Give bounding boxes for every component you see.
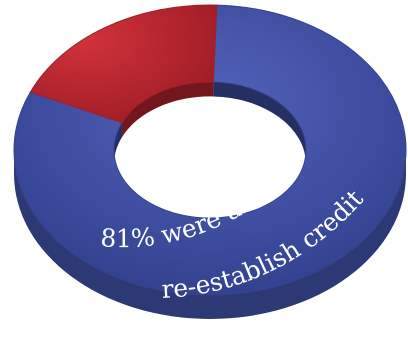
slice-0 — [13, 4, 407, 296]
slice-1 — [29, 4, 218, 124]
slice-side-0 — [14, 150, 406, 319]
slice-inner-wall-0 — [114, 122, 123, 165]
slice-inner-wall-1 — [122, 82, 214, 138]
slice-inner-wall-0 — [213, 82, 306, 165]
